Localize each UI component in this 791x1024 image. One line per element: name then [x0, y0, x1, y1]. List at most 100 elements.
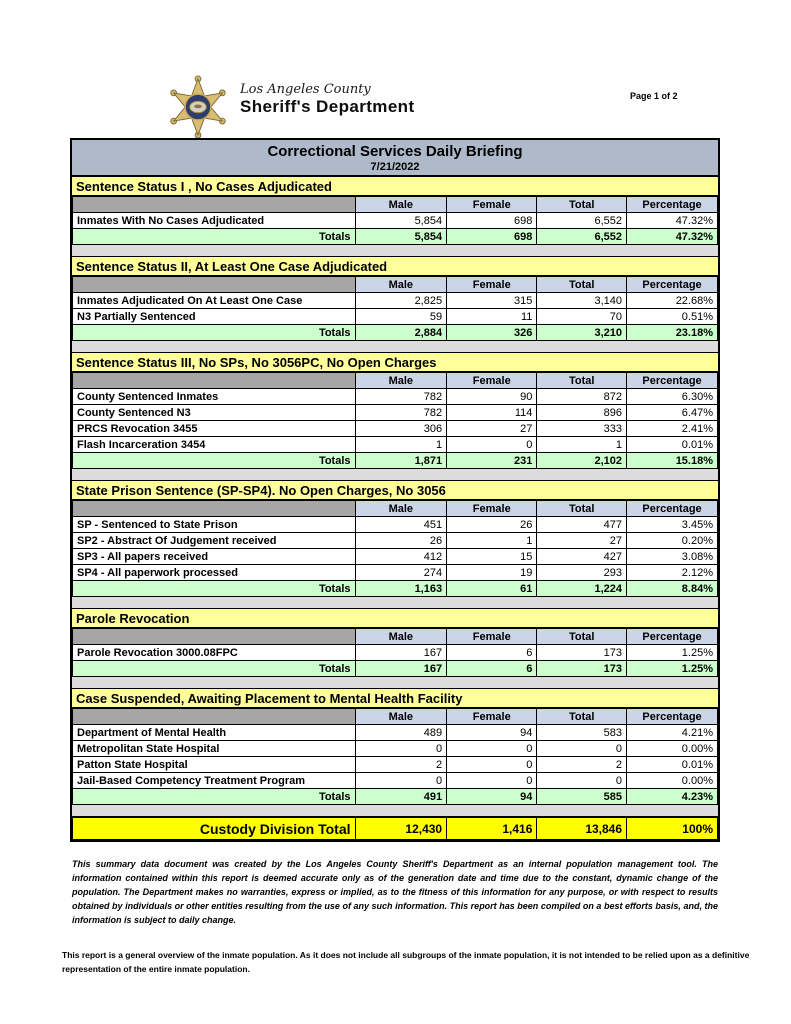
totals-row: Totals 2,884 326 3,210 23.18%: [72, 324, 718, 341]
section-table: Male Female Total Percentage Parole Revocati…: [72, 628, 718, 677]
row-pct-value: 1.25%: [626, 644, 718, 661]
report-section: Parole Revocation Male Female Total Percenta…: [72, 609, 718, 677]
column-header: Total: [536, 196, 628, 213]
section-title: Sentence Status II, At Least One Case Ad…: [72, 257, 718, 276]
totals-male-value: 167: [354, 660, 448, 677]
column-header: Total: [536, 628, 628, 645]
row-pct-value: 0.00%: [626, 740, 718, 757]
column-header: Percentage: [626, 276, 718, 293]
section-gap: [72, 469, 718, 481]
totals-row: Totals 491 94 585 4.23%: [72, 788, 718, 805]
row-pct-value: 0.01%: [626, 436, 718, 453]
grand-total-male: 12,430: [354, 817, 448, 840]
totals-total-value: 2,102: [536, 452, 628, 469]
row-total-value: 3,140: [536, 292, 628, 309]
section-table: Male Female Total Percentage County Sentence…: [72, 372, 718, 469]
page-number: Page 1 of 2: [630, 91, 678, 101]
column-header: Total: [536, 708, 628, 725]
report-section: Case Suspended, Awaiting Placement to Me…: [72, 689, 718, 805]
column-header: Total: [536, 500, 628, 517]
row-total-value: 333: [536, 420, 628, 437]
totals-female-value: 6: [446, 660, 538, 677]
row-total-value: 27: [536, 532, 628, 549]
report-section: State Prison Sentence (SP-SP4). No Open …: [72, 481, 718, 597]
row-pct-value: 6.30%: [626, 388, 718, 405]
totals-male-value: 1,871: [354, 452, 448, 469]
data-row: SP2 - Abstract Of Judgement received 26 1 2…: [72, 532, 718, 549]
section-title: Parole Revocation: [72, 609, 718, 628]
data-row: SP4 - All paperwork processed 274 19 293 2.1…: [72, 564, 718, 581]
row-female-value: 0: [446, 756, 538, 773]
row-male-value: 2: [354, 756, 448, 773]
column-header: Female: [446, 196, 538, 213]
row-pct-value: 0.01%: [626, 756, 718, 773]
totals-label: Totals: [72, 788, 356, 805]
totals-pct-value: 4.23%: [626, 788, 718, 805]
grand-total-pct: 100%: [626, 817, 718, 840]
totals-pct-value: 8.84%: [626, 580, 718, 597]
row-label: Flash Incarceration 3454: [72, 436, 356, 453]
row-label: Patton State Hospital: [72, 756, 356, 773]
report-date: 7/21/2022: [370, 161, 420, 173]
totals-male-value: 2,884: [354, 324, 448, 341]
row-female-value: 11: [446, 308, 538, 325]
row-total-value: 427: [536, 548, 628, 565]
column-header-blank: [72, 628, 356, 645]
totals-total-value: 1,224: [536, 580, 628, 597]
row-total-value: 896: [536, 404, 628, 421]
report-section: Sentence Status I , No Cases Adjudicated…: [72, 177, 718, 245]
column-header: Male: [354, 276, 448, 293]
row-male-value: 167: [354, 644, 448, 661]
row-total-value: 2: [536, 756, 628, 773]
county-name: Los Angeles County: [240, 82, 371, 97]
column-header-blank: [72, 196, 356, 213]
section-gap: [72, 677, 718, 689]
report-title-band: Correctional Services Daily Briefing 7/2…: [72, 140, 718, 177]
totals-row: Totals 167 6 173 1.25%: [72, 660, 718, 677]
overview-footnote: This report is a general overview of the…: [62, 950, 750, 975]
grand-total-label: Custody Division Total: [72, 817, 356, 840]
totals-label: Totals: [72, 228, 356, 245]
row-label: County Sentenced N3: [72, 404, 356, 421]
row-label: SP2 - Abstract Of Judgement received: [72, 532, 356, 549]
row-label: Jail-Based Competency Treatment Program: [72, 772, 356, 789]
row-pct-value: 6.47%: [626, 404, 718, 421]
row-total-value: 173: [536, 644, 628, 661]
row-female-value: 15: [446, 548, 538, 565]
column-header: Total: [536, 276, 628, 293]
section-table: Male Female Total Percentage Inmates Adjudic…: [72, 276, 718, 341]
row-total-value: 583: [536, 724, 628, 741]
row-male-value: 451: [354, 516, 448, 533]
totals-pct-value: 15.18%: [626, 452, 718, 469]
row-male-value: 782: [354, 388, 448, 405]
row-pct-value: 2.12%: [626, 564, 718, 581]
column-header: Female: [446, 708, 538, 725]
sheriff-star-icon: [166, 74, 230, 140]
column-header: Male: [354, 708, 448, 725]
column-header-row: Male Female Total Percentage: [72, 708, 718, 725]
row-label: SP - Sentenced to State Prison: [72, 516, 356, 533]
row-female-value: 0: [446, 436, 538, 453]
letterhead: Los Angeles County Sheriff's Department: [240, 83, 415, 115]
row-female-value: 1: [446, 532, 538, 549]
data-row: Parole Revocation 3000.08FPC 167 6 173 1.25%: [72, 644, 718, 661]
report-title: Correctional Services Daily Briefing: [267, 143, 523, 160]
column-header: Percentage: [626, 708, 718, 725]
row-female-value: 0: [446, 740, 538, 757]
section-table: Male Female Total Percentage Department of M…: [72, 708, 718, 805]
grand-total-row: Custody Division Total 12,430 1,416 13,8…: [72, 817, 718, 840]
totals-male-value: 491: [354, 788, 448, 805]
data-row: Jail-Based Competency Treatment Program 0…: [72, 772, 718, 789]
totals-pct-value: 23.18%: [626, 324, 718, 341]
column-header-blank: [72, 708, 356, 725]
data-row: Department of Mental Health 489 94 583 4.21%: [72, 724, 718, 741]
row-female-value: 27: [446, 420, 538, 437]
row-female-value: 90: [446, 388, 538, 405]
row-total-value: 872: [536, 388, 628, 405]
data-row: SP3 - All papers received 412 15 427 3.08%: [72, 548, 718, 565]
section-title: Sentence Status III, No SPs, No 3056PC, …: [72, 353, 718, 372]
data-row: SP - Sentenced to State Prison 451 26 477 3.…: [72, 516, 718, 533]
disclaimer-footnote: This summary data document was created b…: [72, 859, 718, 925]
data-row: Inmates Adjudicated On At Least One Case…: [72, 292, 718, 309]
row-male-value: 782: [354, 404, 448, 421]
